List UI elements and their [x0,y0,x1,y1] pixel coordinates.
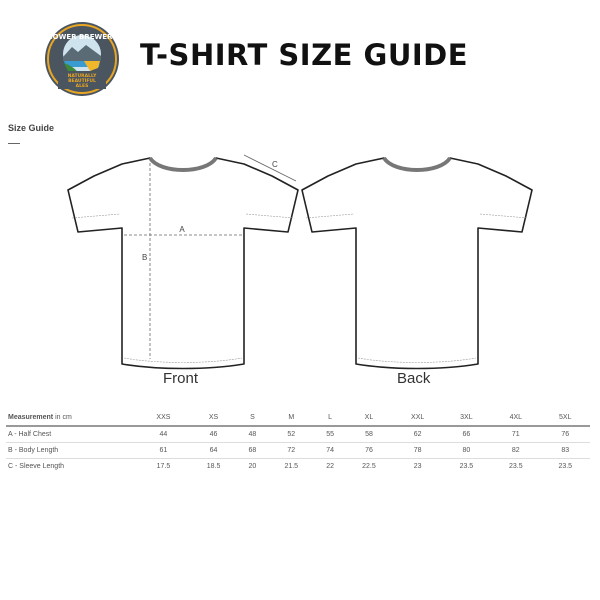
table-cell: 23.5 [459,463,474,470]
table-cell: 76 [344,442,394,459]
svg-text:NATURALLY: NATURALLY [68,73,98,79]
size-header: XS [188,410,239,427]
table-cell: 46 [188,426,239,443]
table-cell: 80 [441,442,492,459]
size-header: XXL [393,410,442,427]
page-title: T-SHIRT SIZE GUIDE [140,38,469,72]
section-title: Size Guide [8,123,55,133]
size-header: 4XL [491,410,541,427]
table-cell: 48 [238,426,267,443]
svg-text:ALES: ALES [76,83,89,89]
table-cell: 83 [540,442,590,459]
marker-a: A [179,225,185,234]
table-cell: 18.5 [206,463,221,470]
table-cell: 72 [266,442,316,459]
table-row: B - Body Length 61 64 68 72 74 76 78 80 82 83 [6,442,590,459]
table-cell: 61 [138,442,189,459]
size-header: 5XL [540,410,590,427]
table-cell: 22 [326,463,334,470]
gower-brewery-logo: GOWER BREWERY NATURALLY BEAUTIFUL ALES [45,22,119,96]
size-header: S [238,410,267,427]
table-cell: 17.5 [156,463,171,470]
table-cell: 74 [315,442,345,459]
marker-b: B [142,253,147,262]
header-measurement: Measurement in cm [6,410,138,427]
table-cell: 64 [188,442,239,459]
row-label: C - Sleeve Length [8,463,65,470]
table-cell: 23.5 [508,463,523,470]
row-label: A - Half Chest [6,426,138,443]
table-row: A - Half Chest 44 46 48 52 55 58 62 66 71 76 [6,426,590,443]
table-cell: 23.5 [558,463,573,470]
table-cell: 52 [266,426,316,443]
table-cell: 78 [393,442,442,459]
front-label: Front [163,370,199,387]
table-cell: 22.5 [362,463,376,470]
table-cell: 82 [491,442,541,459]
table-cell: 23 [413,463,422,470]
size-header: 3XL [441,410,492,427]
tshirt-front [66,156,300,370]
table-cell: 55 [315,426,345,443]
table-cell: 71 [491,426,541,443]
row-label: B - Body Length [6,442,138,459]
table-cell: 58 [344,426,394,443]
size-header: XL [344,410,394,427]
size-table: Measurement in cm XXS XS S M L XL XXL 3X… [6,410,590,474]
table-header-row: Measurement in cm XXS XS S M L XL XXL 3X… [6,410,590,427]
table-cell: 62 [393,426,442,443]
table-cell: 66 [441,426,492,443]
divider [8,143,20,144]
size-header: M [266,410,316,427]
marker-c-line [243,154,297,182]
size-header: L [315,410,345,427]
tshirt-back [300,156,534,370]
table-cell: 68 [238,442,267,459]
svg-text:GOWER BREWERY: GOWER BREWERY [47,33,118,41]
table-cell: 76 [540,426,590,443]
table-cell: 21.5 [284,463,299,470]
back-label: Back [397,370,431,387]
size-header: XXS [138,410,189,427]
svg-text:BEAUTIFUL: BEAUTIFUL [68,78,96,84]
table-cell: 20 [248,463,257,470]
table-row: C - Sleeve Length 17.5 18.5 20 21.5 22 22.5 23 2… [6,459,590,475]
tshirt-diagram: A B C [66,154,534,370]
marker-c: C [272,160,278,169]
table-cell: 44 [138,426,189,443]
